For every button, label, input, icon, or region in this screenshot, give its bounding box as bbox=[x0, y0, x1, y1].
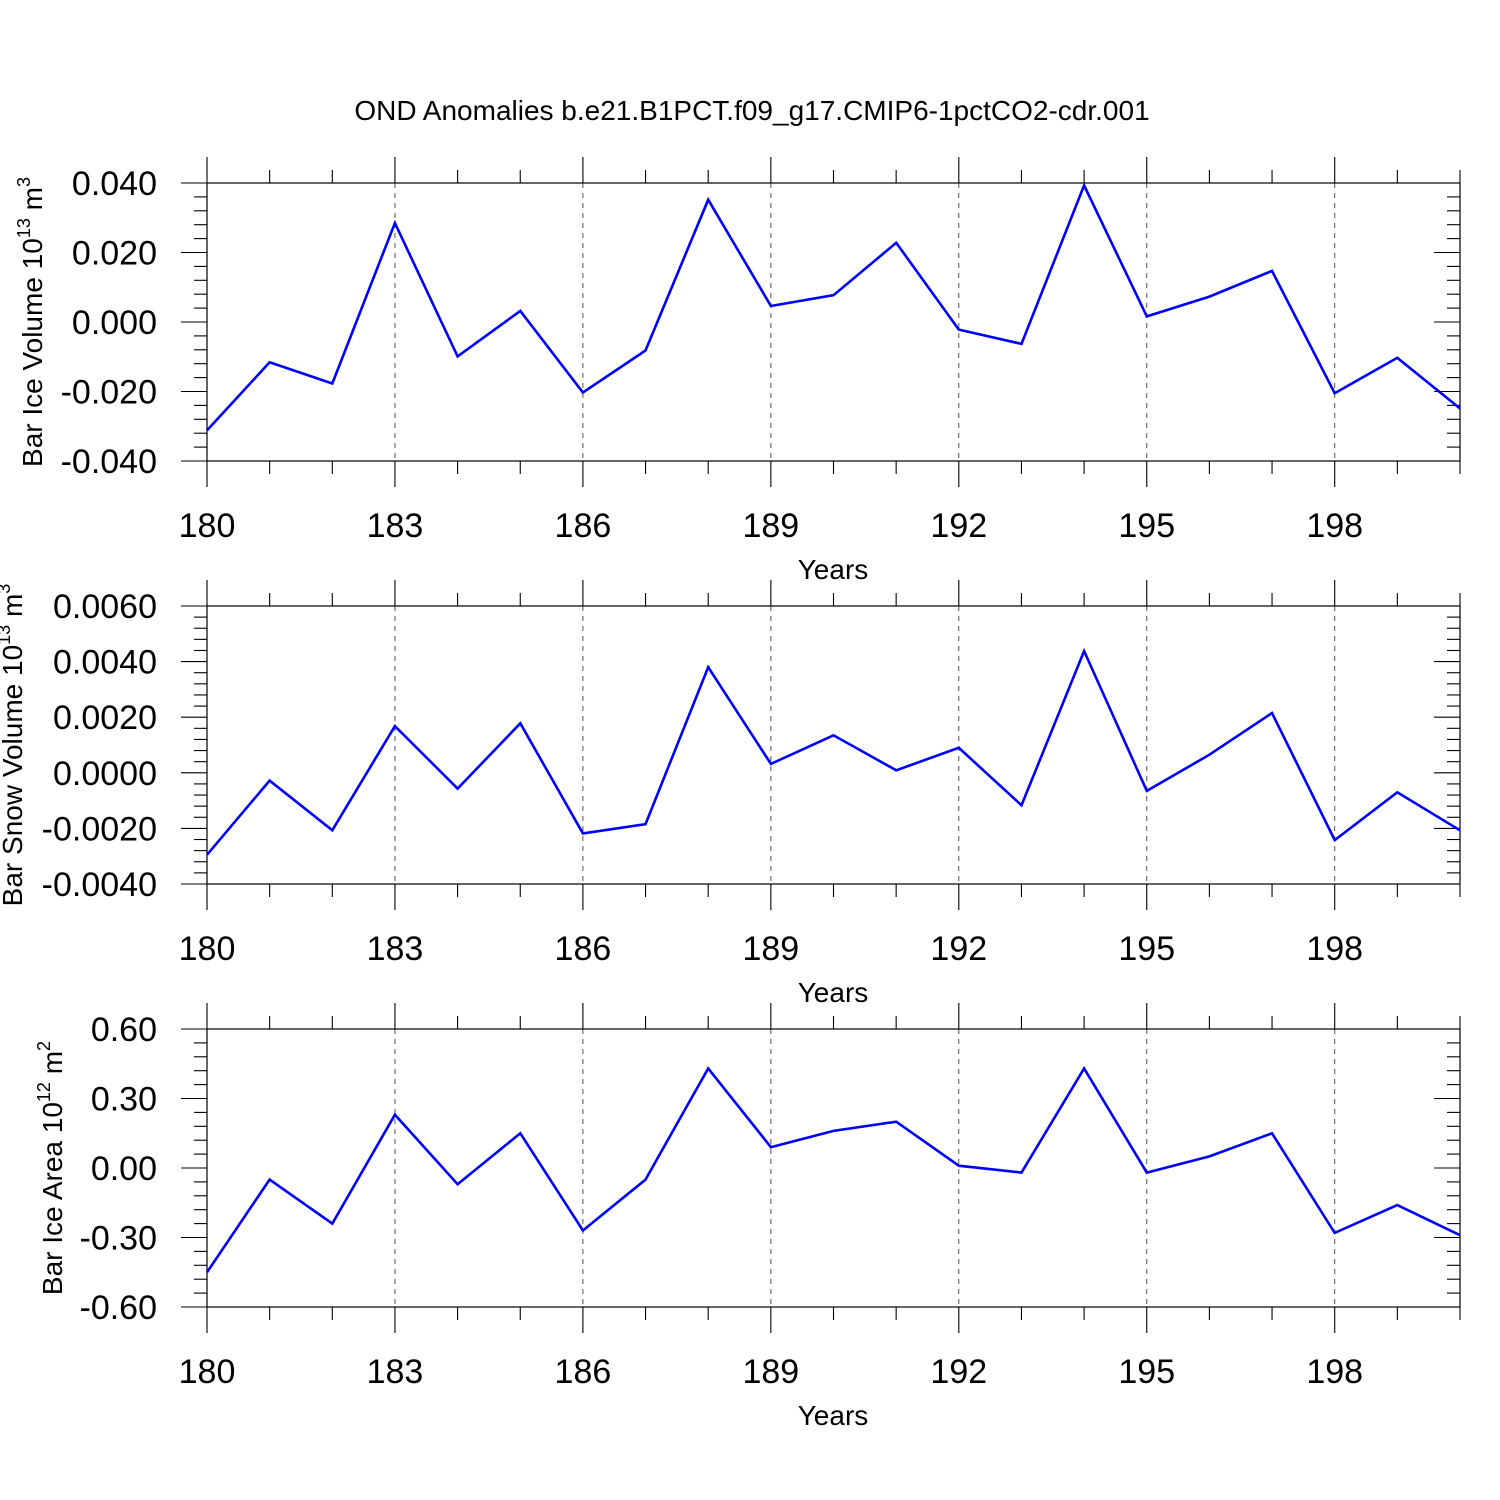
y-tick-label: 0.0040 bbox=[53, 644, 157, 682]
y-tick-label: 0.020 bbox=[72, 235, 157, 273]
y-axis-title: Bar Ice Volume 1013 m3 bbox=[14, 177, 48, 467]
y-tick-label: 0.0020 bbox=[53, 699, 157, 737]
series-line-bar-ice-area bbox=[205, 1065, 1461, 1274]
x-tick-label: 192 bbox=[930, 1353, 987, 1391]
y-axis-title-exponent: 12 bbox=[34, 1082, 54, 1102]
x-axis-title: Years bbox=[798, 977, 869, 1008]
y-tick-label: 0.040 bbox=[72, 165, 157, 203]
panel-3: 180 183 186 189 192 195 198 Years -0.60 -0.30 0.00… bbox=[34, 1003, 1461, 1431]
x-tick-label: 186 bbox=[555, 930, 612, 968]
y-tick-label: -0.60 bbox=[80, 1289, 158, 1327]
y-axis-title-unit: m bbox=[0, 594, 28, 625]
x-tick-label: 186 bbox=[555, 1353, 612, 1391]
panel-1: 180 183 186 189 192 195 198 Years -0.040 -0.020 0.… bbox=[14, 157, 1461, 585]
x-tick-label: 195 bbox=[1118, 1353, 1175, 1391]
y-tick-label: 0.60 bbox=[91, 1011, 157, 1049]
y-axis-title-exponent: 13 bbox=[0, 625, 14, 645]
x-tick-label: 195 bbox=[1118, 930, 1175, 968]
panel-2: 180 183 186 189 192 195 198 Years -0.0040 -0.0020… bbox=[0, 580, 1461, 1008]
x-axis-title: Years bbox=[798, 1400, 869, 1431]
x-tick-label: 183 bbox=[367, 507, 424, 545]
x-tick-label: 180 bbox=[179, 1353, 236, 1391]
y-axis-title: Bar Snow Volume 1013 m3 bbox=[0, 584, 28, 907]
y-axis-title-unit-power: 2 bbox=[34, 1041, 54, 1051]
y-tick-label: 0.0000 bbox=[53, 755, 157, 793]
x-tick-label: 189 bbox=[742, 507, 799, 545]
chart-title: OND Anomalies b.e21.B1PCT.f09_g17.CMIP6-… bbox=[354, 95, 1149, 126]
y-tick-label: -0.0020 bbox=[42, 810, 157, 848]
x-tick-label: 192 bbox=[930, 507, 987, 545]
x-tick-label: 183 bbox=[367, 930, 424, 968]
x-tick-label: 189 bbox=[742, 930, 799, 968]
x-tick-label: 186 bbox=[555, 507, 612, 545]
y-tick-label: 0.00 bbox=[91, 1150, 157, 1188]
x-tick-label: 183 bbox=[367, 1353, 424, 1391]
y-tick-label: 0.0060 bbox=[53, 588, 157, 626]
x-axis-title: Years bbox=[798, 554, 869, 585]
y-axis-title: Bar Ice Area 1012 m2 bbox=[34, 1041, 68, 1295]
y-tick-label: -0.30 bbox=[80, 1220, 158, 1258]
x-tick-label: 198 bbox=[1306, 930, 1363, 968]
y-tick-label: 0.30 bbox=[91, 1081, 157, 1119]
x-tick-label: 180 bbox=[179, 507, 236, 545]
x-tick-label: 180 bbox=[179, 930, 236, 968]
y-axis-title-unit: m bbox=[17, 187, 48, 218]
y-axis-title-unit-power: 3 bbox=[14, 177, 34, 187]
x-tick-label: 192 bbox=[930, 930, 987, 968]
y-tick-label: -0.040 bbox=[61, 443, 157, 481]
y-axis-title-base: Bar Ice Volume 10 bbox=[17, 238, 48, 467]
series-line-bar-ice-volume bbox=[206, 182, 1461, 432]
x-tick-label: 195 bbox=[1118, 507, 1175, 545]
x-tick-label: 198 bbox=[1306, 507, 1363, 545]
y-axis-title-base: Bar Snow Volume 10 bbox=[0, 645, 28, 907]
y-tick-label: 0.000 bbox=[72, 304, 157, 342]
y-axis-title-unit: m bbox=[37, 1051, 68, 1082]
chart-panels: 180 183 186 189 192 195 198 Years -0.040 -0.020 0.… bbox=[0, 157, 1461, 1431]
series-line-bar-snow-volume bbox=[206, 647, 1461, 856]
x-tick-label: 198 bbox=[1306, 1353, 1363, 1391]
y-tick-label: -0.020 bbox=[61, 374, 157, 412]
y-axis-title-unit-power: 3 bbox=[0, 584, 14, 594]
x-tick-label: 189 bbox=[742, 1353, 799, 1391]
y-tick-label: -0.0040 bbox=[42, 866, 157, 904]
y-axis-title-exponent: 13 bbox=[14, 218, 34, 238]
y-axis-title-base: Bar Ice Area 10 bbox=[37, 1102, 68, 1295]
